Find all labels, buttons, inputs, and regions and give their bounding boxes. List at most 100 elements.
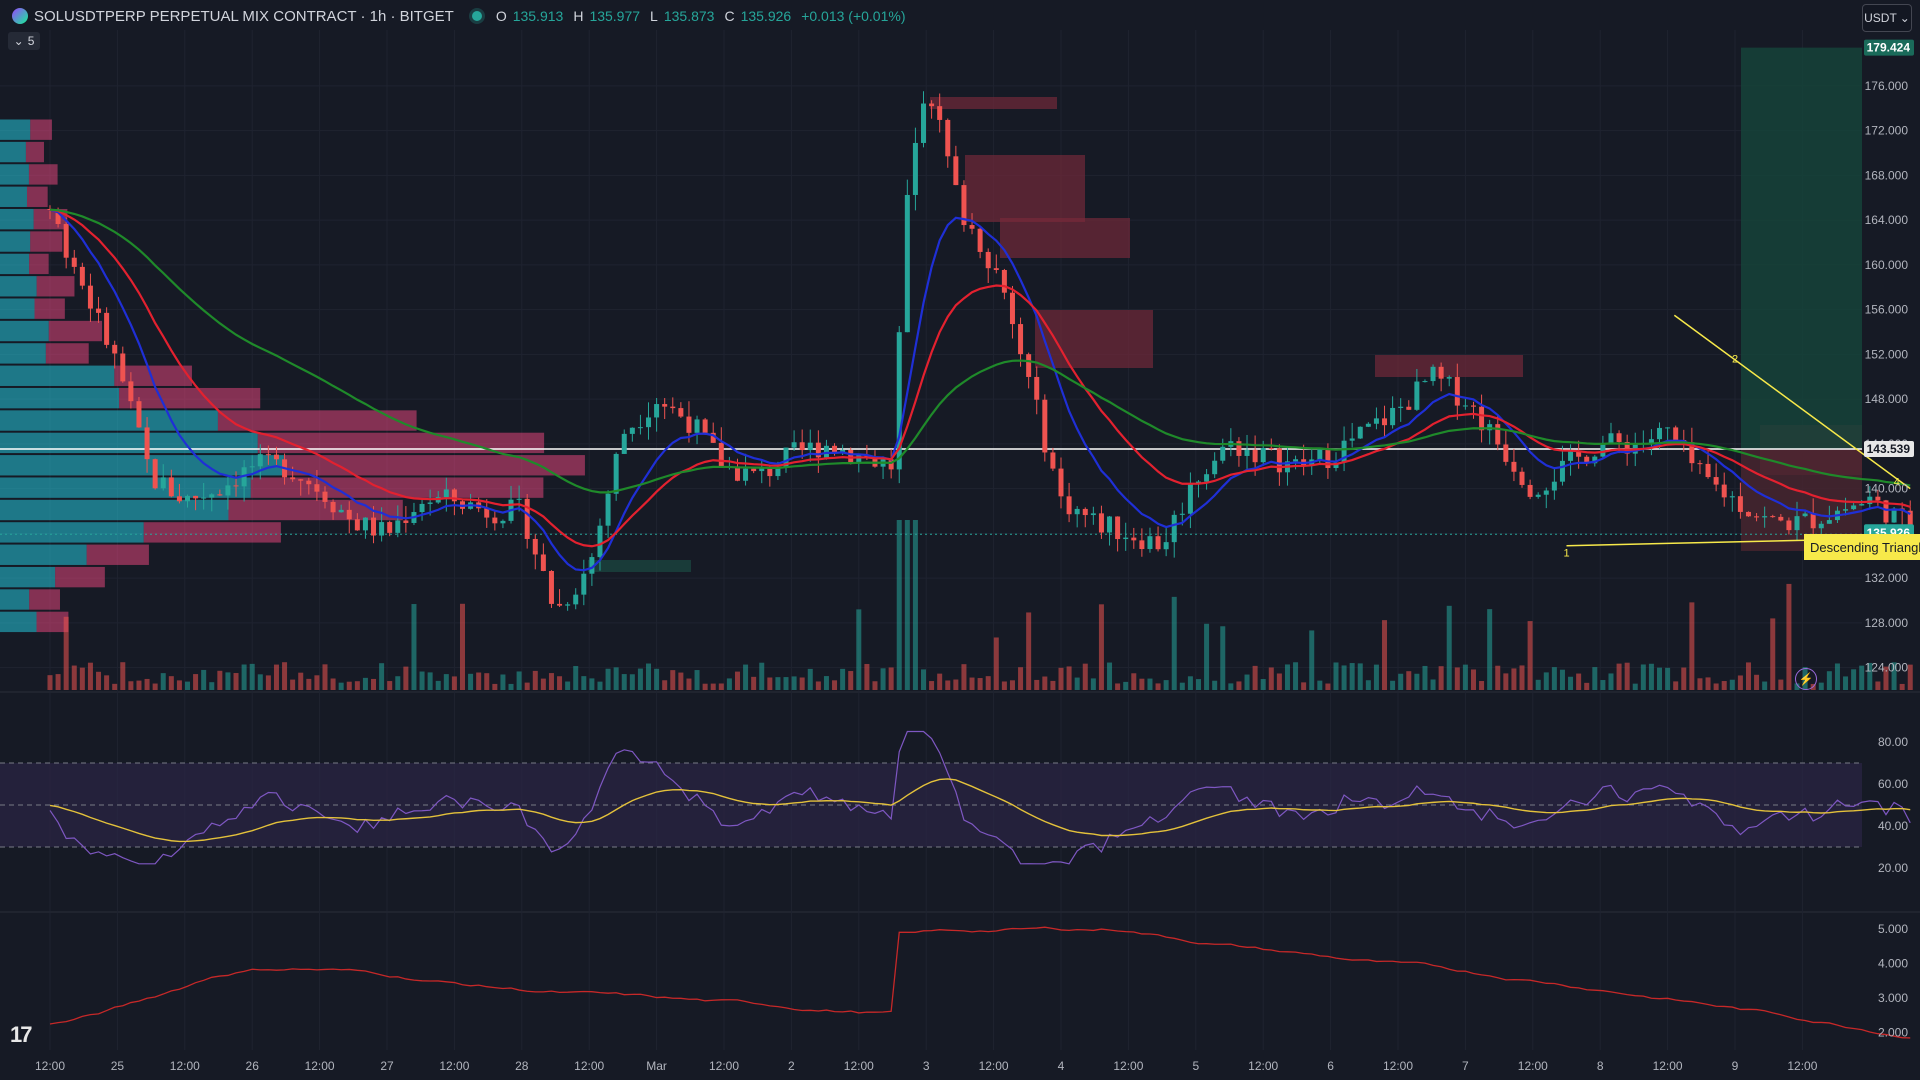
candle-up xyxy=(1446,377,1452,379)
symbol-title[interactable]: SOLUSDTPERP PERPETUAL MIX CONTRACT · 1h … xyxy=(34,7,454,25)
chevron-down-icon: ⌄ xyxy=(13,34,24,48)
triangle-point-label: 4 xyxy=(1894,477,1900,489)
volume-bar xyxy=(112,683,118,690)
volume-profile-up-bar xyxy=(0,477,251,498)
volume-bar xyxy=(1309,630,1315,690)
candle-down xyxy=(387,522,393,533)
indicators-collapse-button[interactable]: ⌄ 5 xyxy=(8,32,40,50)
volume-bar xyxy=(379,663,385,690)
candle-down xyxy=(322,491,328,502)
rsi-tick-label: 40.00 xyxy=(1878,819,1908,833)
volume-bar xyxy=(912,520,918,690)
high-value: 135.977 xyxy=(589,8,641,24)
candle-down xyxy=(662,404,668,407)
candle-down xyxy=(767,468,773,477)
time-tick-label: 3 xyxy=(923,1059,930,1073)
candle-up xyxy=(160,477,166,489)
volume-bar xyxy=(1632,683,1638,690)
price-tick-label: 160.000 xyxy=(1865,258,1909,272)
candle-down xyxy=(1001,269,1007,293)
chart-header: SOLUSDTPERP PERPETUAL MIX CONTRACT · 1h … xyxy=(0,0,909,32)
volume-bar xyxy=(314,675,320,690)
candle-down xyxy=(977,228,983,252)
price-tick-label: 132.000 xyxy=(1865,571,1909,585)
candle-up xyxy=(1568,451,1574,461)
price-tick-label: 176.000 xyxy=(1865,79,1909,93)
candle-down xyxy=(718,442,724,468)
time-tick-label: 12:00 xyxy=(574,1059,604,1073)
candle-down xyxy=(193,495,199,499)
volume-bar xyxy=(1018,667,1024,690)
atr-tick-label: 5.000 xyxy=(1878,922,1908,936)
volume-bar xyxy=(702,683,708,690)
candle-down xyxy=(1034,376,1040,400)
volume-bar xyxy=(1422,665,1428,690)
candle-down xyxy=(1252,449,1258,463)
volume-bar xyxy=(128,681,134,690)
lightning-icon[interactable]: ⚡ xyxy=(1795,668,1817,690)
candle-down xyxy=(71,257,77,267)
volume-bar xyxy=(201,669,207,690)
pattern-label[interactable]: Descending Triangle xyxy=(1804,534,1920,560)
close-label: C xyxy=(724,8,735,24)
time-tick-label: 12:00 xyxy=(305,1059,335,1073)
volume-bar xyxy=(670,670,676,690)
volume-bar xyxy=(273,664,279,690)
volume-bar xyxy=(1640,664,1646,690)
candle-down xyxy=(710,432,716,443)
candle-down xyxy=(678,408,684,417)
volume-bar xyxy=(346,681,352,690)
volume-bar xyxy=(298,672,304,690)
volume-bar xyxy=(807,668,813,690)
volume-bar xyxy=(1899,683,1905,690)
volume-bar xyxy=(1398,673,1404,690)
volume-bar xyxy=(921,669,927,690)
indicator-count: 5 xyxy=(27,34,35,48)
candle-down xyxy=(1907,510,1913,533)
candle-up xyxy=(1843,509,1849,511)
candle-up xyxy=(419,503,425,513)
volume-profile-up-bar xyxy=(0,611,37,633)
volume-bar xyxy=(1373,664,1379,690)
candle-up xyxy=(1818,523,1824,529)
volume-bar xyxy=(120,662,126,690)
volume-bar xyxy=(71,665,77,690)
volume-bar xyxy=(1034,679,1040,690)
candle-down xyxy=(144,427,150,460)
candle-down xyxy=(354,519,360,531)
volume-bar xyxy=(1074,677,1080,690)
candle-down xyxy=(1673,427,1679,441)
candle-down xyxy=(1470,405,1476,407)
candle-down xyxy=(848,449,854,463)
volume-bar xyxy=(1527,621,1533,690)
candle-down xyxy=(1511,461,1517,472)
atr-tick-label: 3.000 xyxy=(1878,991,1908,1005)
atr-tick-label: 2.000 xyxy=(1878,1026,1908,1040)
volume-bar xyxy=(1252,665,1258,690)
candle-up xyxy=(694,419,700,433)
rsi-tick-label: 60.00 xyxy=(1878,777,1908,791)
candle-down xyxy=(929,103,935,107)
candle-up xyxy=(791,442,797,448)
volume-bar xyxy=(1115,683,1121,690)
volume-bar xyxy=(637,668,643,690)
volume-bar xyxy=(840,668,846,690)
volume-bar xyxy=(451,676,457,690)
candle-down xyxy=(1438,366,1444,379)
tradingview-logo[interactable]: 17 xyxy=(10,1022,33,1047)
candle-up xyxy=(921,103,927,143)
candle-down xyxy=(969,225,975,229)
volume-profile-up-bar xyxy=(0,365,115,386)
volume-bar xyxy=(1689,602,1695,690)
candle-down xyxy=(1810,513,1816,529)
candle-down xyxy=(532,538,538,555)
candle-up xyxy=(1551,481,1557,491)
candle-down xyxy=(1479,406,1485,431)
time-tick-label: 2 xyxy=(788,1059,795,1073)
volume-bar xyxy=(1745,662,1751,690)
currency-select[interactable]: USDT ⌄ xyxy=(1862,4,1912,32)
volume-profile-up-bar xyxy=(0,208,34,230)
candle-up xyxy=(823,445,829,458)
